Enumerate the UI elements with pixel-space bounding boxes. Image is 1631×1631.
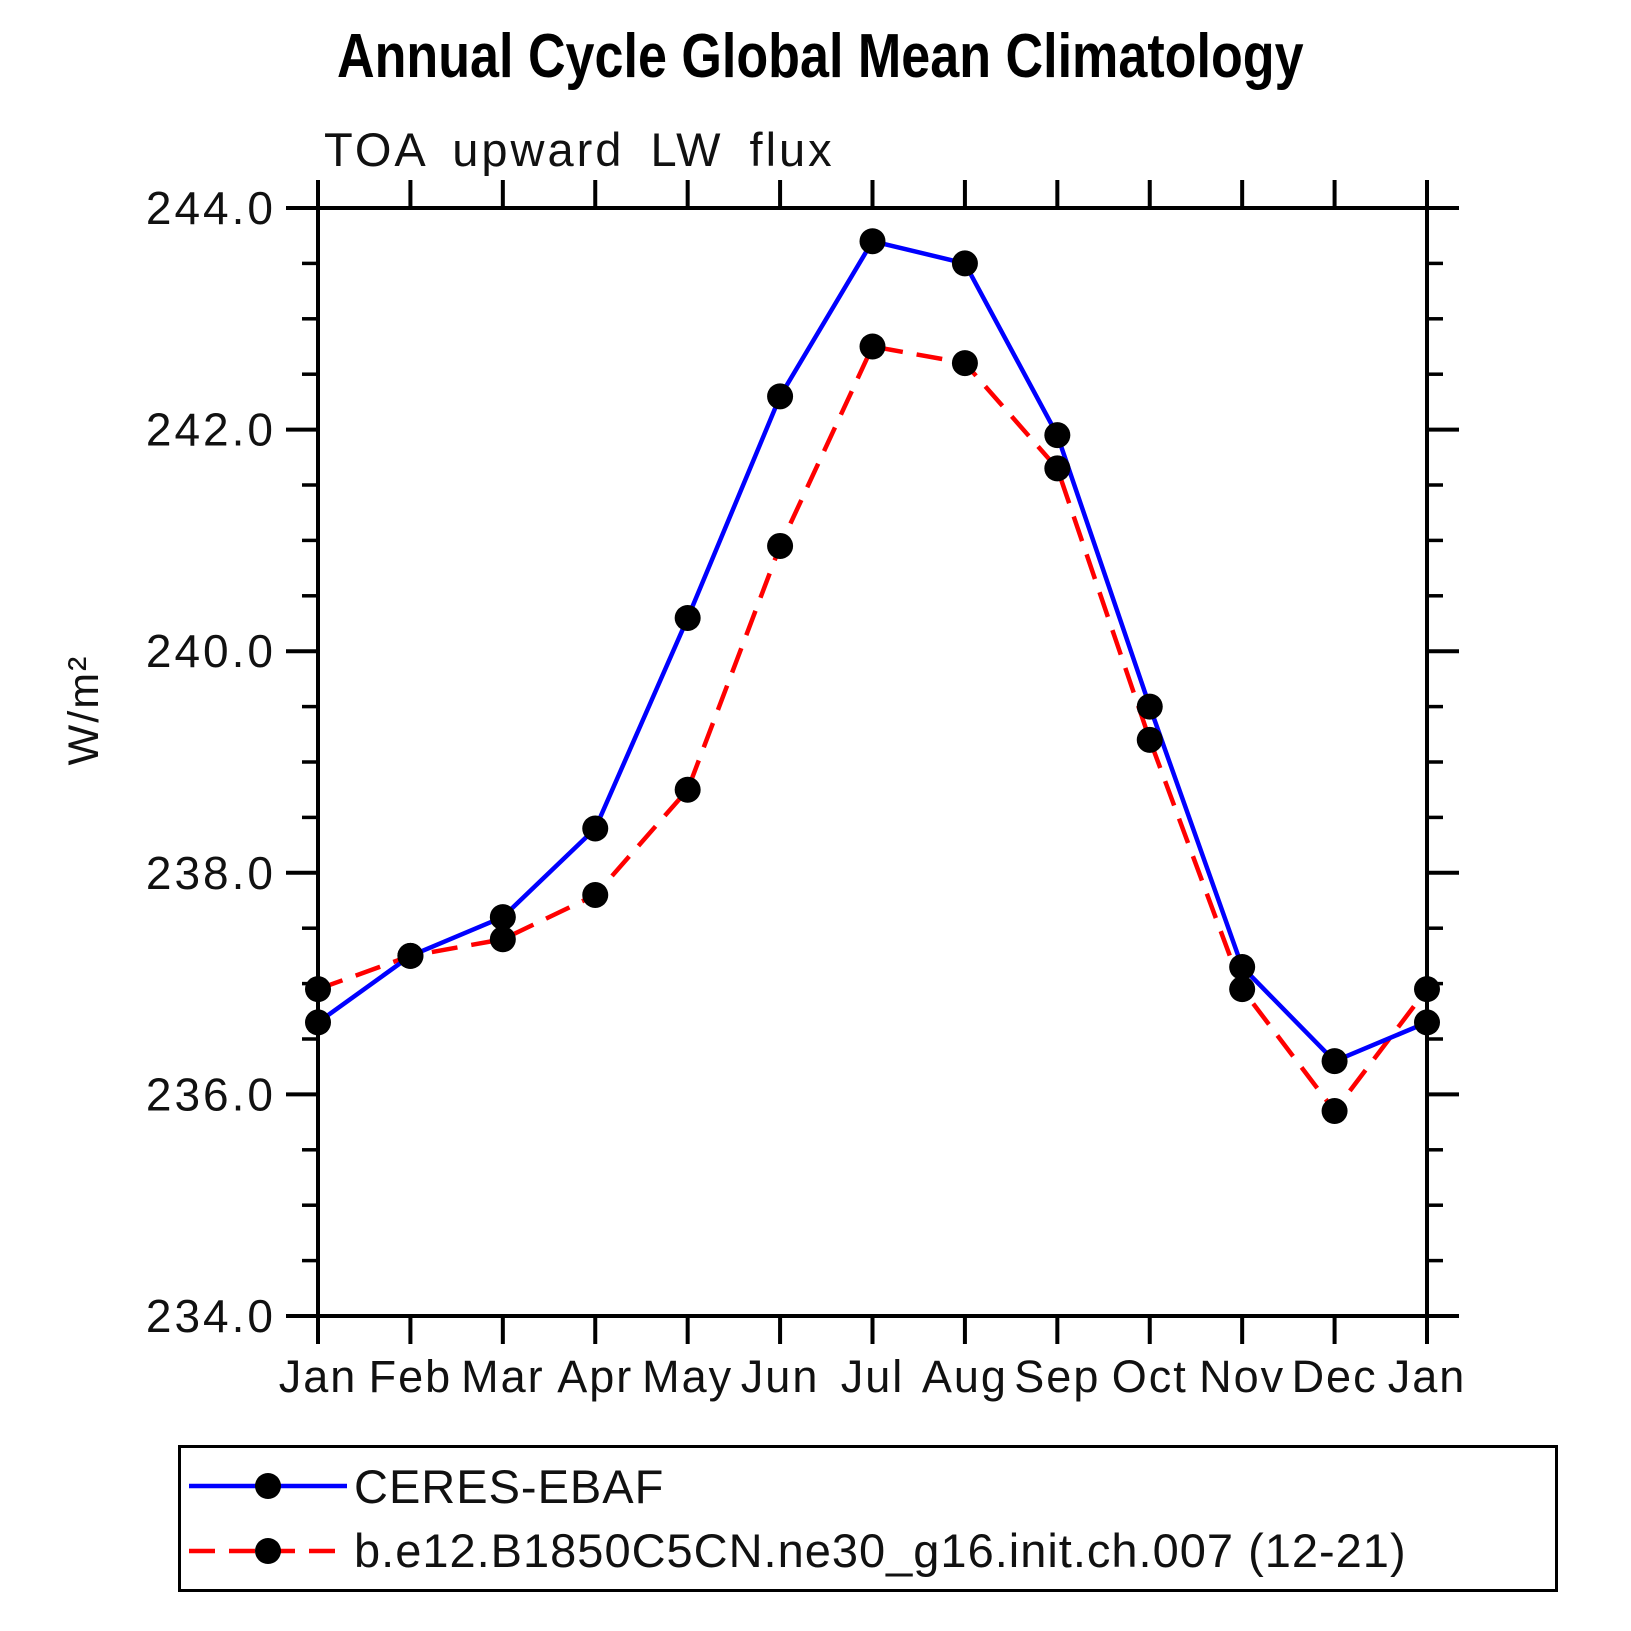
data-point [1136, 726, 1163, 753]
y-tick-label: 242.0 [146, 404, 276, 456]
legend-sample-marker [255, 1537, 281, 1564]
x-tick-label: Oct [1112, 1351, 1188, 1402]
data-point [1044, 455, 1071, 482]
data-point [767, 532, 794, 559]
y-tick-label: 238.0 [146, 847, 276, 899]
data-point [489, 904, 516, 931]
page-title-text: Annual Cycle Global Mean Climatology [337, 22, 1304, 91]
y-tick-label: 240.0 [146, 625, 276, 677]
data-point [1321, 1098, 1348, 1125]
series-line [317, 344, 1429, 1114]
data-point [1414, 976, 1440, 1003]
y-tick-label: 234.0 [146, 1290, 276, 1342]
data-point [1136, 693, 1163, 720]
data-point [1321, 1048, 1348, 1075]
x-tick-label: Jan [279, 1351, 358, 1402]
data-point [1044, 422, 1071, 449]
x-tick-label: Jul [841, 1351, 905, 1402]
chart-subtitle: TOA upward LW flux [324, 123, 835, 176]
data-point [489, 926, 516, 953]
legend-box: CERES-EBAF b.e12.B1850C5CN.ne30_g16.init.… [178, 1445, 1558, 1592]
data-point [674, 776, 701, 803]
data-point [859, 333, 886, 360]
y-tick-label: 244.0 [146, 182, 276, 234]
x-tick-label: Nov [1199, 1351, 1285, 1402]
data-point [582, 881, 609, 908]
legend-sample-marker [255, 1473, 281, 1500]
x-tick-label: Jan [1388, 1351, 1467, 1402]
data-point [951, 350, 978, 377]
x-tick-label: Feb [369, 1351, 453, 1402]
x-tick-label: Aug [922, 1351, 1008, 1402]
data-point [1229, 976, 1256, 1003]
data-point [1229, 953, 1256, 980]
x-tick-label: Jun [741, 1351, 820, 1402]
x-tick-label: May [642, 1351, 733, 1402]
x-tick-label: Dec [1292, 1351, 1378, 1402]
legend-sample [189, 1537, 347, 1564]
data-point [305, 1009, 331, 1036]
y-tick-label: 236.0 [146, 1068, 276, 1120]
legend-sample [189, 1473, 347, 1500]
data-point [305, 976, 331, 1003]
data-point [767, 383, 794, 410]
x-tick-label: Sep [1014, 1351, 1100, 1402]
data-point [582, 815, 609, 842]
data-point [859, 228, 886, 255]
legend-item-label: CERES-EBAF [354, 1459, 665, 1513]
legend-item: b.e12.B1850C5CN.ne30_g16.init.ch.007 (12… [185, 1524, 1555, 1578]
x-tick-label: Mar [461, 1351, 545, 1402]
data-point [397, 942, 424, 969]
legend-item-label: b.e12.B1850C5CN.ne30_g16.init.ch.007 (12… [354, 1524, 1407, 1578]
series-line [316, 238, 1428, 1064]
data-point [951, 250, 978, 277]
plot-frame [316, 206, 1429, 1318]
data-point [674, 604, 701, 631]
page-title: Annual Cycle Global Mean Climatology [337, 24, 1488, 89]
data-point [1414, 1009, 1440, 1036]
x-tick-label: Apr [557, 1351, 633, 1402]
legend-item: CERES-EBAF [185, 1459, 1555, 1513]
